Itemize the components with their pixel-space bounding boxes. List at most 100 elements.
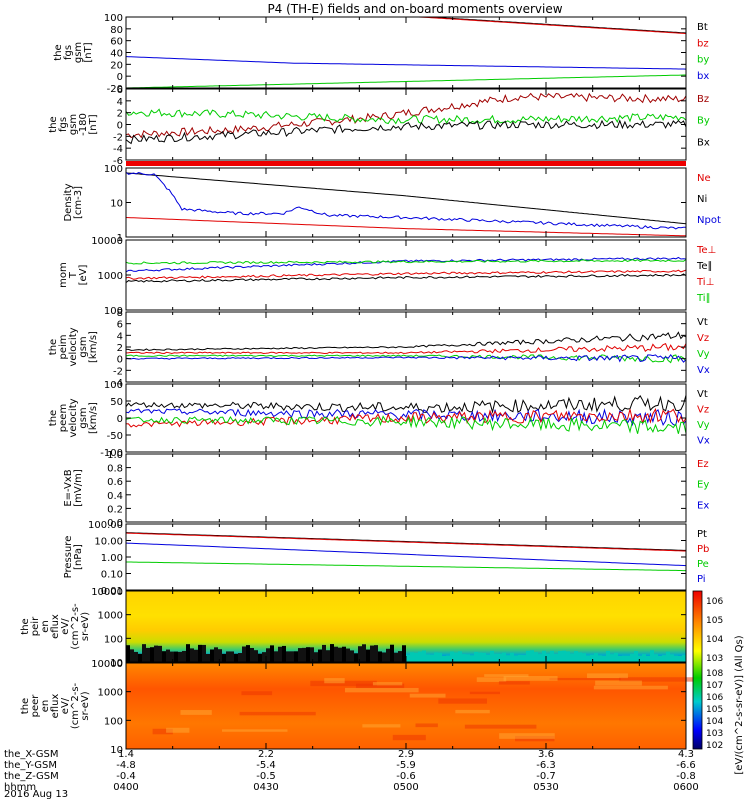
band-cell — [218, 649, 222, 662]
x-row-value: 4.3 — [678, 749, 694, 760]
y-axis-label: the — [53, 44, 64, 60]
y-axis-label: [km/s] — [88, 402, 99, 434]
texture-cell — [587, 673, 628, 679]
band-cell — [158, 645, 162, 662]
y-axis-label: [mV/m] — [73, 469, 84, 507]
legend-Ti⊥: Ti⊥ — [696, 277, 714, 288]
band-cell — [554, 654, 558, 662]
y-axis-label: Pressure — [63, 536, 74, 579]
colorbar-tick: 102 — [706, 741, 723, 751]
texture-cell — [152, 728, 173, 735]
y-axis-label: E=-VxB — [63, 469, 74, 506]
y-tick-label: -100 — [100, 448, 123, 459]
band-cell — [142, 644, 146, 662]
y-axis-label: peir — [30, 616, 41, 636]
texture-cell — [239, 711, 316, 716]
y-tick-label: 100 — [104, 13, 123, 24]
band-cell — [678, 655, 682, 662]
band-cell — [306, 647, 310, 662]
y-tick-label: 0.0 — [107, 518, 123, 529]
y-tick-label: 8 — [117, 308, 123, 319]
y-tick-label: 10000 — [91, 659, 123, 670]
y-tick-label: 10000 — [91, 587, 123, 598]
texture-cell — [619, 677, 699, 682]
band-cell — [626, 655, 630, 662]
colorbar-tick: 107 — [706, 681, 723, 691]
y-axis-label: (cm^2-s- — [70, 603, 81, 650]
band-cell — [550, 650, 554, 662]
texture-cell — [503, 675, 558, 681]
series-peim-velocity-Vt — [125, 331, 687, 351]
y-tick-label: 100 — [104, 716, 123, 727]
band-cell — [522, 655, 526, 662]
y-axis-label: [nT] — [83, 42, 94, 62]
band-cell — [438, 652, 442, 662]
figure-title: P4 (TH-E) fields and on-board moments ov… — [267, 2, 562, 16]
band-cell — [226, 651, 230, 662]
legend-Vt: Vt — [697, 317, 708, 328]
band-cell — [478, 652, 482, 662]
colorbar-tick: 106 — [706, 693, 723, 703]
band-cell — [230, 651, 234, 662]
y-tick-label: 0.01 — [101, 586, 123, 597]
legend-Pt: Pt — [697, 529, 707, 540]
texture-cell — [593, 685, 668, 690]
band-cell — [250, 647, 254, 662]
efield-frame — [125, 453, 687, 523]
band-cell — [346, 648, 350, 662]
band-cell — [414, 652, 418, 662]
y-tick-label: 6 — [117, 320, 123, 331]
band-cell — [590, 654, 594, 662]
band-cell — [174, 651, 178, 662]
y-tick-label: 1 — [117, 233, 123, 244]
texture-cell — [499, 733, 555, 739]
series-temperature-Te⊥ — [125, 273, 687, 283]
colorbar-tick: 104 — [706, 635, 723, 645]
y-tick-label: 1000 — [98, 688, 123, 699]
y-tick-label: -4 — [113, 144, 123, 155]
panel-temperature: 10000 1000 100 mom T [eV] Te⊥ Te∥ Ti⊥ Ti∥ — [58, 236, 716, 317]
legend-Bt: Bt — [697, 22, 708, 33]
y-axis-label: [km/s] — [88, 331, 99, 363]
texture-cell — [372, 682, 403, 686]
band-cell — [418, 651, 422, 662]
band-cell — [310, 647, 314, 662]
series-temperature-Te∥ — [125, 256, 687, 273]
y-tick-label: -50 — [107, 431, 123, 442]
x-row-value: -4.8 — [116, 760, 136, 771]
panel-pressure: 100.00 10.00 1.00 0.10 0.01 Pressure [nPa] Pt Pb… — [63, 520, 709, 597]
band-cell — [498, 653, 502, 662]
texture-cell — [438, 698, 487, 704]
band-cell — [506, 655, 510, 662]
band-cell — [630, 653, 634, 662]
x-row-value: 0430 — [253, 782, 278, 793]
x-row-value: 1.4 — [118, 749, 134, 760]
y-tick-label: -2 — [113, 132, 123, 143]
x-row-label: hhmm — [4, 782, 36, 793]
band-cell — [562, 650, 566, 662]
pressure-frame — [125, 523, 687, 591]
y-tick-label: 0.2 — [107, 504, 123, 515]
y-axis-label: (cm^2-s- — [70, 682, 81, 729]
band-cell — [542, 650, 546, 662]
x-row-value: -0.7 — [536, 771, 556, 782]
legend-by: by — [697, 55, 709, 66]
x-row-value: -0.4 — [116, 771, 136, 782]
y-tick-label: 0.6 — [107, 477, 123, 488]
series-temperature-Ti⊥ — [125, 269, 687, 280]
texture-cell — [324, 678, 345, 684]
texture-cell — [415, 723, 438, 728]
band-cell — [618, 655, 622, 662]
band-cell — [466, 654, 470, 662]
x-row-value: -6.3 — [536, 760, 556, 771]
y-axis-label: [nPa] — [73, 544, 84, 570]
texture-cell — [310, 680, 377, 687]
y-axis-label: [eV] — [78, 265, 89, 286]
y-tick-label: -2 — [113, 366, 123, 377]
texture-cell — [166, 727, 190, 733]
legend-Ti∥: Ti∥ — [696, 293, 711, 304]
y-axis-label: mom — [58, 262, 69, 288]
series-pressure-Pe — [126, 561, 686, 572]
legend-By: By — [697, 116, 710, 127]
y-axis-label: gsm — [68, 114, 79, 135]
